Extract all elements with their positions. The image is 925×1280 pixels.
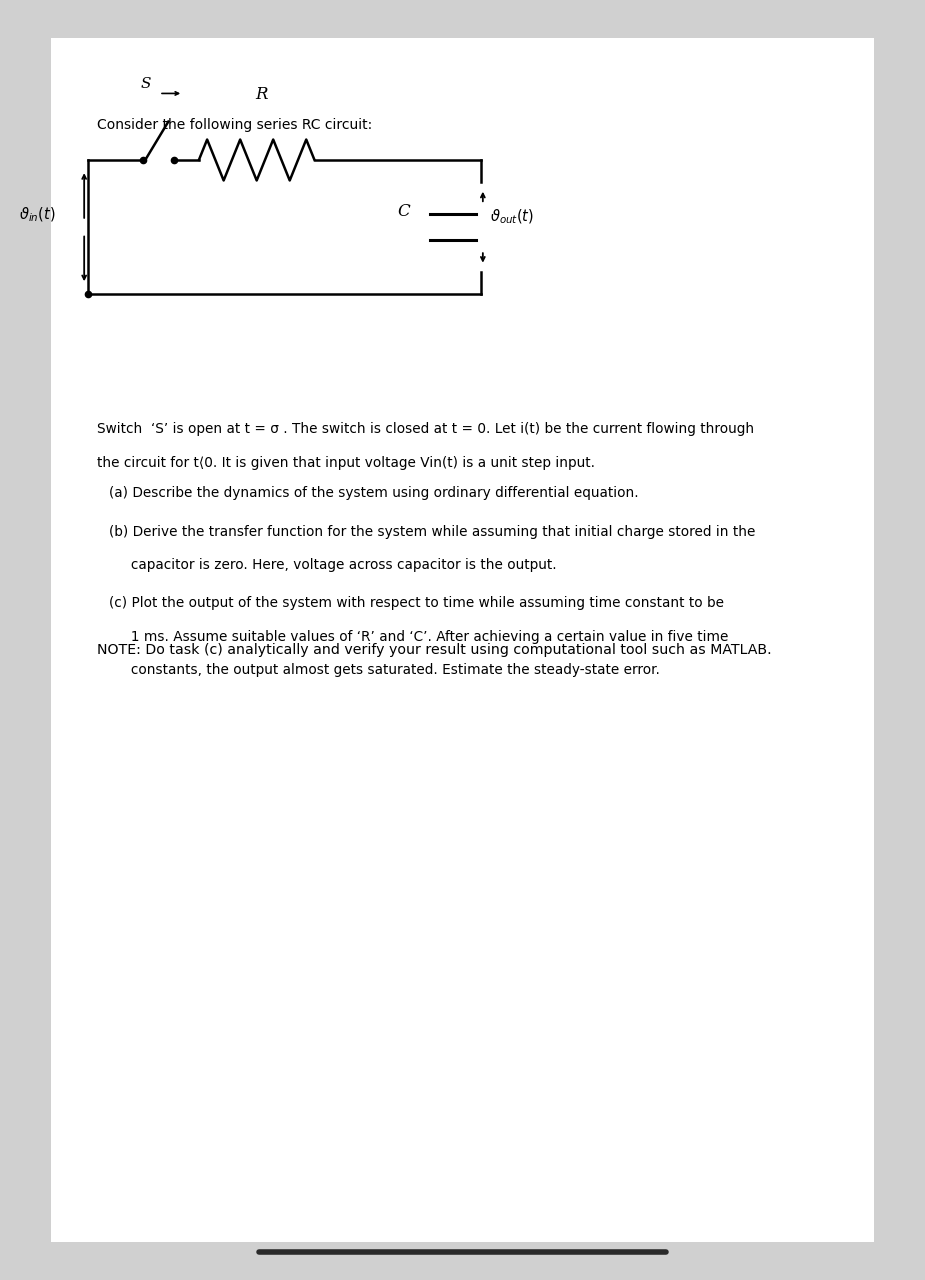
- Text: NOTE: Do task (c) analytically and verify your result using computational tool s: NOTE: Do task (c) analytically and verif…: [97, 643, 771, 657]
- Text: Consider the following series RC circuit:: Consider the following series RC circuit…: [97, 118, 373, 132]
- Text: the circuit for t⟨0. It is given that input voltage Vin(t) is a unit step input.: the circuit for t⟨0. It is given that in…: [97, 456, 595, 470]
- Text: (a) Describe the dynamics of the system using ordinary differential equation.: (a) Describe the dynamics of the system …: [109, 486, 639, 500]
- Text: (c) Plot the output of the system with respect to time while assuming time const: (c) Plot the output of the system with r…: [109, 596, 724, 611]
- Text: C: C: [398, 204, 411, 220]
- Text: $\vartheta_{in}(t)$: $\vartheta_{in}(t)$: [18, 205, 55, 224]
- Text: constants, the output almost gets saturated. Estimate the steady-state error.: constants, the output almost gets satura…: [109, 663, 660, 677]
- Text: R: R: [255, 86, 267, 102]
- Text: 1 ms. Assume suitable values of ‘R’ and ‘C’. After achieving a certain value in : 1 ms. Assume suitable values of ‘R’ and …: [109, 630, 729, 644]
- Text: capacitor is zero. Here, voltage across capacitor is the output.: capacitor is zero. Here, voltage across …: [109, 558, 557, 572]
- Text: (b) Derive the transfer function for the system while assuming that initial char: (b) Derive the transfer function for the…: [109, 525, 756, 539]
- Text: Switch  ‘S’ is open at t = σ . The switch is closed at t = 0. Let i(t) be the cu: Switch ‘S’ is open at t = σ . The switch…: [97, 422, 754, 436]
- Text: S: S: [141, 77, 151, 91]
- Text: $\vartheta_{out}(t)$: $\vartheta_{out}(t)$: [490, 207, 535, 227]
